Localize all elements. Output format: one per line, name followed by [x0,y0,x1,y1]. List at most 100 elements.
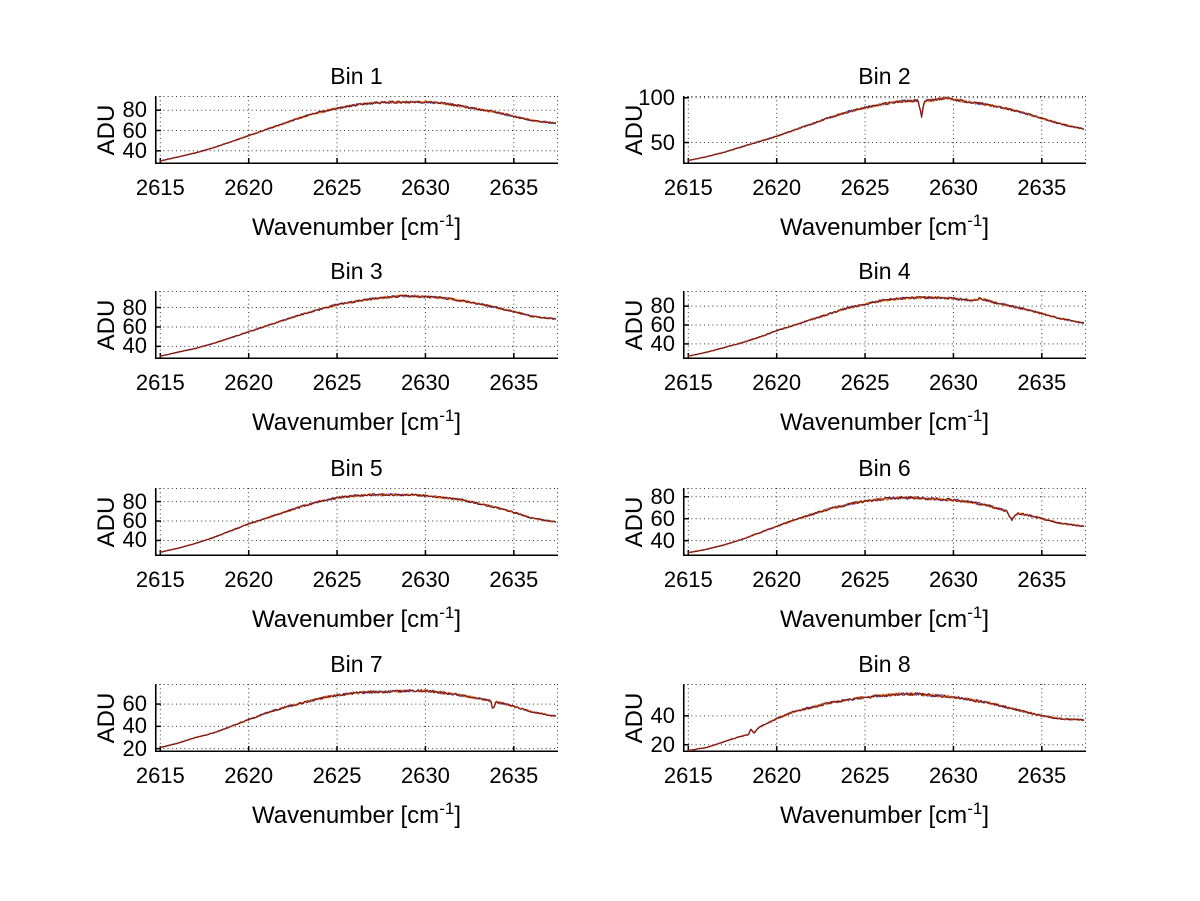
x-tick-label: 2625 [840,763,890,788]
x-axis-label-close-bracket: ] [454,214,461,241]
y-tick-label: 40 [122,333,147,359]
x-tick-label: 2615 [663,567,713,592]
x-axis-label-close-bracket: ] [454,409,461,436]
x-tick-label: 2625 [840,175,890,200]
x-axis-label-text: Wavenumber [cm [252,802,440,829]
plot-area [154,291,558,360]
x-tick-label: 2630 [400,370,450,395]
series-trace-orange [160,294,557,357]
series-trace-blue [159,493,557,553]
x-axis-label-superscript: -1 [967,406,983,425]
x-tick-label: 2630 [928,175,978,200]
x-tick-label: 2630 [928,370,978,395]
y-tick-label: 60 [122,313,147,339]
series-trace-darkred [160,294,557,357]
series-trace-orange [688,495,1085,554]
x-axis-label-text: Wavenumber [cm [780,606,968,633]
x-tick-label: 2630 [400,567,450,592]
series-trace-orange [688,295,1085,357]
x-axis-label: Wavenumber [cm-1] [683,407,1086,439]
x-axis-label: Wavenumber [cm-1] [683,604,1086,636]
series-trace-orange [160,493,557,553]
series-trace-blue [688,692,1085,752]
x-tick-label: 2625 [312,370,362,395]
subplot-bin-7: Bin 7 ADU 20 40 60 2615 2620 2625 2630 2635 Wavenu… [93,651,558,829]
x-tick-label: 2630 [928,567,978,592]
x-axis-label: Wavenumber [cm-1] [155,212,558,244]
plot-area [682,291,1086,360]
series-trace-blue [688,295,1085,357]
x-tick-label: 2615 [663,763,713,788]
y-tick-label: 40 [650,527,675,553]
x-tick-label: 2630 [928,763,978,788]
series-trace-orange [688,96,1085,162]
plot-title: Bin 6 [858,455,911,481]
plot-area [154,488,558,557]
y-tick-label: 20 [650,731,675,757]
x-tick-label: 2615 [135,763,185,788]
x-axis-label-text: Wavenumber [cm [252,606,440,633]
series-trace-blue [160,100,557,162]
series-trace-darkred [688,96,1084,162]
x-tick-label: 2635 [1017,567,1067,592]
series-trace-darkred [160,100,557,162]
x-tick-label: 2620 [224,567,274,592]
x-tick-label: 2615 [663,370,713,395]
series-trace-orange [160,688,556,749]
x-axis-label: Wavenumber [cm-1] [155,800,558,832]
series-trace-blue [159,688,556,749]
x-tick-label: 2620 [752,567,802,592]
x-tick-label: 2625 [312,567,362,592]
series-trace-darkred [688,692,1085,752]
series-trace-darkred [160,689,556,749]
plot-title: Bin 7 [330,651,383,677]
subplot-bin-1: Bin 1 ADU 40 60 80 2615 2620 2625 2630 2635 Wavenu… [93,63,558,241]
x-axis-label-close-bracket: ] [982,802,989,829]
series-trace-darkred [688,295,1085,357]
x-tick-label: 2615 [135,370,185,395]
x-tick-label: 2635 [489,370,539,395]
plot-area [682,488,1086,557]
x-tick-label: 2630 [400,175,450,200]
y-tick-label: 40 [122,713,147,739]
plot-title: Bin 3 [330,258,383,284]
y-tick-label: 40 [650,702,675,728]
plot-area [154,96,558,165]
x-axis-label-superscript: -1 [967,799,983,818]
y-tick-label: 40 [650,330,675,356]
plot-area [682,684,1086,753]
series-trace-darkred [160,493,557,553]
x-tick-label: 2625 [840,370,890,395]
y-tick-label: 40 [122,137,147,163]
x-tick-label: 2635 [489,175,539,200]
x-tick-label: 2625 [312,763,362,788]
x-axis-label-superscript: -1 [967,603,983,622]
plot-title: Bin 1 [330,63,383,89]
y-tick-label: 80 [122,488,147,514]
x-axis-label: Wavenumber [cm-1] [683,800,1086,832]
subplot-bin-2: Bin 2 ADU 50 100 2615 2620 2625 2630 2635 Wavenum… [621,63,1086,241]
y-tick-label: 80 [650,483,675,509]
x-axis-label-superscript: -1 [439,603,455,622]
x-tick-label: 2620 [752,763,802,788]
x-tick-label: 2615 [135,175,185,200]
x-axis-label-close-bracket: ] [982,214,989,241]
plot-title: Bin 5 [330,455,383,481]
plot-title: Bin 8 [858,651,911,677]
plot-title: Bin 4 [858,258,911,284]
x-tick-label: 2620 [752,175,802,200]
plot-title: Bin 2 [858,63,911,89]
x-tick-label: 2620 [224,175,274,200]
y-tick-label: 60 [122,691,147,717]
x-tick-label: 2620 [752,370,802,395]
y-tick-label: 60 [650,312,675,337]
y-tick-label: 80 [122,97,147,123]
series-trace-darkred [688,495,1085,554]
y-tick-label: 60 [122,508,147,534]
x-axis-label-superscript: -1 [439,406,455,425]
subplot-bin-3: Bin 3 ADU 40 60 80 2615 2620 2625 2630 2635 Wavenu… [93,258,558,436]
plot-area [154,684,558,753]
plot-area [682,96,1086,165]
x-axis-label-superscript: -1 [439,799,455,818]
